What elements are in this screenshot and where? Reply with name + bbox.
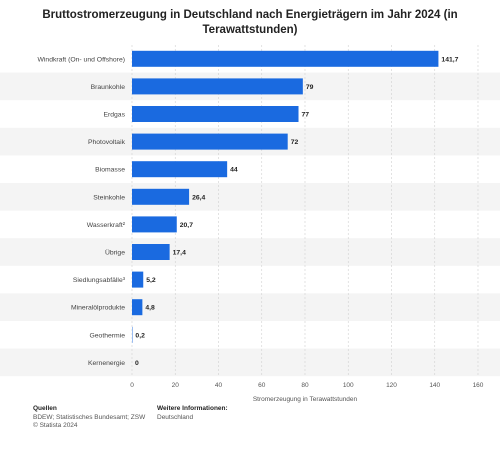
sources-text: BDEW; Statistisches Bundesamt; ZSW — [33, 413, 146, 421]
value-label: 77 — [302, 112, 310, 119]
value-label: 72 — [291, 139, 299, 146]
x-tick-label: 120 — [386, 382, 397, 389]
bar — [132, 216, 177, 233]
category-label: Übrige — [105, 249, 125, 257]
x-tick-label: 140 — [429, 382, 440, 389]
category-label: Windkraft (On- und Offshore) — [37, 56, 125, 63]
copyright-text: © Statista 2024 — [33, 422, 78, 429]
x-tick-label: 160 — [473, 382, 484, 389]
value-label: 79 — [306, 84, 314, 91]
gridlines — [131, 45, 479, 377]
value-label: 0 — [135, 360, 139, 367]
value-label: 44 — [230, 167, 238, 174]
x-tick-label: 100 — [343, 382, 354, 389]
bar — [132, 78, 303, 95]
category-label: Photovoltaik — [88, 139, 126, 146]
value-label: 141,7 — [441, 56, 458, 63]
x-tick-label: 80 — [301, 382, 309, 389]
x-tick-label: 40 — [215, 382, 223, 389]
category-label: Steinkohle — [93, 194, 125, 201]
category-labels: Windkraft (On- und Offshore) Braunkohle Er… — [37, 56, 125, 367]
category-label: Mineralölprodukte — [71, 305, 125, 312]
bar — [132, 50, 439, 67]
value-label: 26,4 — [192, 194, 205, 201]
info-block: Weitere Informationen: Deutschland — [157, 405, 228, 422]
info-heading: Weitere Informationen: — [157, 405, 228, 412]
bars — [132, 50, 439, 343]
bar — [132, 244, 170, 260]
bar — [132, 133, 288, 150]
row-stripe — [0, 348, 500, 377]
category-label: Biomasse — [95, 167, 125, 174]
row-stripe — [0, 238, 500, 266]
bar — [132, 106, 299, 122]
row-stripe — [0, 183, 500, 211]
x-axis-label: Stromerzeugung in Terawattstunden — [253, 396, 358, 403]
chart-title: Bruttostromerzeugung in Deutschland nach… — [42, 9, 458, 36]
info-text: Deutschland — [157, 413, 194, 421]
x-tick-label: 60 — [258, 382, 266, 389]
value-label: 5,2 — [146, 277, 156, 284]
category-label: Geothermie — [89, 332, 125, 339]
category-label: Kernenergie — [88, 360, 125, 367]
category-label: Erdgas — [103, 112, 125, 119]
value-label: 0,2 — [135, 332, 145, 339]
value-labels: 141,7 79 77 72 44 26,4 20,7 17,4 5,2 4,8 0,2 0 — [135, 56, 459, 367]
category-label: Wasserkraft² — [87, 222, 126, 229]
bar — [132, 188, 190, 205]
value-label: 20,7 — [180, 222, 193, 229]
x-tick-label: 20 — [172, 382, 180, 389]
bar — [132, 161, 228, 178]
row-stripes — [0, 72, 500, 377]
sources-heading: Quellen — [33, 405, 57, 412]
sources-block: Quellen BDEW; Statistisches Bundesamt; Z… — [33, 405, 145, 431]
x-tick-labels: 0 20 40 60 80 100 120 140 160 — [130, 382, 484, 389]
category-label: Siedlungsabfälle³ — [73, 277, 126, 284]
value-label: 17,4 — [173, 250, 186, 257]
row-stripe — [0, 293, 500, 321]
x-tick-label: 0 — [130, 382, 134, 389]
category-label: Braunkohle — [91, 84, 126, 91]
value-label: 4,8 — [145, 305, 155, 312]
bar — [132, 299, 143, 316]
bar — [132, 271, 144, 288]
